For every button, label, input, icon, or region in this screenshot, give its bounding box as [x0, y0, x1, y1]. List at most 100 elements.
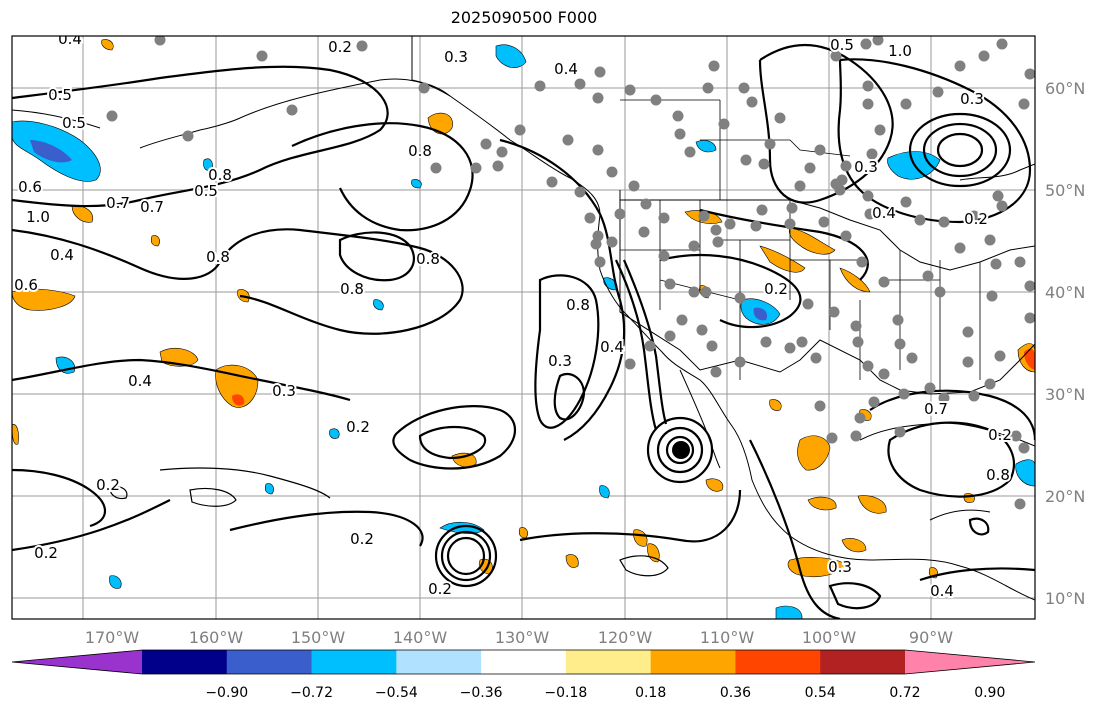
station-marker	[894, 338, 906, 350]
station-marker	[758, 158, 770, 170]
contour-label: 0.2	[32, 542, 60, 564]
station-marker	[756, 204, 768, 216]
station-marker	[802, 298, 814, 310]
latitude-label: 40°N	[1045, 283, 1085, 302]
station-marker	[746, 96, 758, 108]
station-marker	[356, 40, 368, 52]
station-marker	[1024, 280, 1035, 292]
map-frame	[11, 35, 1036, 620]
station-marker	[954, 60, 966, 72]
station-marker	[688, 286, 700, 298]
station-marker	[978, 50, 990, 62]
station-marker	[984, 378, 996, 390]
station-marker	[850, 430, 862, 442]
contour-label: 0.5	[828, 36, 856, 56]
latitude-label: 20°N	[1045, 487, 1085, 506]
station-marker	[818, 216, 830, 228]
contour-label: 0.2	[426, 578, 454, 600]
station-marker	[894, 426, 906, 438]
station-marker	[562, 134, 574, 146]
station-marker	[584, 212, 596, 224]
station-marker	[698, 210, 710, 222]
station-marker	[968, 210, 980, 222]
station-marker	[862, 98, 874, 110]
station-marker	[924, 382, 936, 394]
station-marker	[810, 352, 822, 364]
station-marker	[708, 60, 720, 72]
latitude-label: 50°N	[1045, 181, 1085, 200]
station-markers	[106, 36, 1035, 510]
svg-text:0.8: 0.8	[340, 280, 364, 298]
station-marker	[592, 92, 604, 104]
station-marker	[934, 286, 946, 298]
latitude-label: 10°N	[1045, 589, 1085, 608]
station-marker	[480, 138, 492, 150]
station-marker	[640, 198, 652, 210]
contour-label: 0.4	[48, 244, 76, 266]
station-marker	[1018, 98, 1030, 110]
shading-strong-negative	[30, 140, 768, 321]
colorbar-tick-label: −0.72	[290, 685, 333, 701]
station-marker	[764, 138, 776, 150]
longitude-label: 100°W	[802, 628, 857, 647]
station-marker	[1018, 442, 1030, 454]
svg-text:0.6: 0.6	[18, 178, 42, 196]
contour-label: 0.7	[922, 398, 950, 420]
station-marker	[840, 160, 852, 172]
station-marker	[182, 130, 194, 142]
station-marker	[154, 36, 166, 46]
station-marker	[594, 66, 606, 78]
colorbar-outline	[11, 649, 1036, 675]
contour-label: 0.8	[984, 464, 1012, 486]
station-marker	[996, 200, 1008, 212]
station-marker	[1024, 312, 1035, 324]
contour-label: 0.2	[344, 416, 372, 438]
svg-text:0.3: 0.3	[444, 48, 468, 66]
colorbar-segment	[565, 650, 652, 674]
svg-text:0.2: 0.2	[988, 426, 1012, 444]
colorbar-tick-label: 0.36	[720, 685, 751, 701]
colorbar-segment	[226, 650, 313, 674]
station-marker	[962, 356, 974, 368]
svg-text:0.5: 0.5	[830, 36, 854, 54]
contour-label: 0.2	[986, 424, 1014, 446]
station-marker	[796, 336, 808, 348]
station-marker	[664, 278, 676, 290]
station-marker	[724, 218, 736, 230]
station-marker	[954, 242, 966, 254]
station-marker	[862, 80, 874, 92]
latitude-label: 60°N	[1045, 79, 1085, 98]
station-marker	[784, 342, 796, 354]
contour-label: 0.3	[958, 88, 986, 110]
station-marker	[852, 336, 864, 348]
colorbar-segment	[481, 650, 567, 674]
svg-text:0.5: 0.5	[48, 86, 72, 104]
contour-label: 0.3	[442, 46, 470, 68]
contour-label: 0.4	[928, 580, 956, 602]
contour-label: 0.5	[192, 180, 220, 202]
station-marker	[994, 350, 1006, 362]
station-marker	[990, 258, 1002, 270]
contour-labels: 0.40.50.50.60.71.00.40.60.50.20.30.40.80…	[12, 36, 1014, 602]
colorbar-tick-label: −0.54	[375, 685, 418, 701]
station-marker	[786, 202, 798, 214]
colorbar-segment	[311, 650, 397, 674]
svg-text:0.5: 0.5	[194, 182, 218, 200]
station-marker	[900, 98, 912, 110]
station-marker	[774, 112, 786, 124]
contour-label: 0.4	[56, 36, 84, 50]
station-marker	[712, 236, 724, 248]
svg-text:0.8: 0.8	[416, 250, 440, 268]
station-marker	[628, 180, 640, 192]
latitude-label: 30°N	[1045, 385, 1085, 404]
station-marker	[470, 162, 482, 174]
station-marker	[574, 78, 586, 90]
svg-text:0.2: 0.2	[346, 418, 370, 436]
longitude-label: 110°W	[700, 628, 755, 647]
station-marker	[286, 104, 298, 116]
svg-text:0.3: 0.3	[960, 90, 984, 108]
station-marker	[854, 412, 866, 424]
station-marker	[638, 226, 650, 238]
svg-text:1.0: 1.0	[26, 208, 50, 226]
station-marker	[700, 286, 712, 298]
